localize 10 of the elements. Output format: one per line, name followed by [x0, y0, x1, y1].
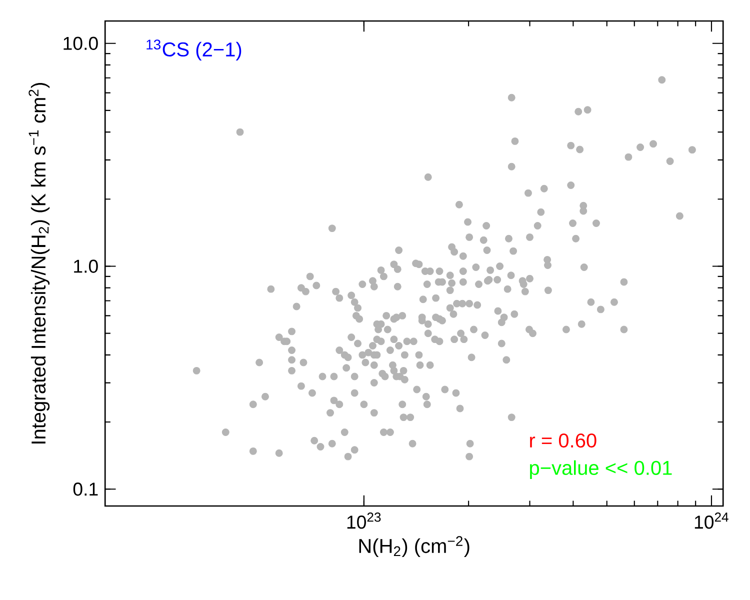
y-tick-label: 10.0 — [64, 36, 98, 50]
x-tick-label: 10$^{23}$ — [347, 512, 381, 529]
x-tick-label: 10$^{24}$ — [694, 512, 728, 529]
y-tick-label: 0.1 — [73, 482, 98, 496]
text: $^{13}$CS (2−1) — [146, 40, 242, 60]
x-axis-title: N(H$_{2}$) (cm$^{−2}$) — [359, 536, 470, 558]
y-tick-label: 1.0 — [74, 260, 98, 273]
y-axis-title: Integrated Intensity/N(H$_{2}$) (K km s$^{−1}$ cm$^{2}$) — [28, 82, 50, 444]
annotation: r = 0.60 — [530, 433, 596, 448]
annotation: p−value << 0.01 — [530, 460, 672, 479]
